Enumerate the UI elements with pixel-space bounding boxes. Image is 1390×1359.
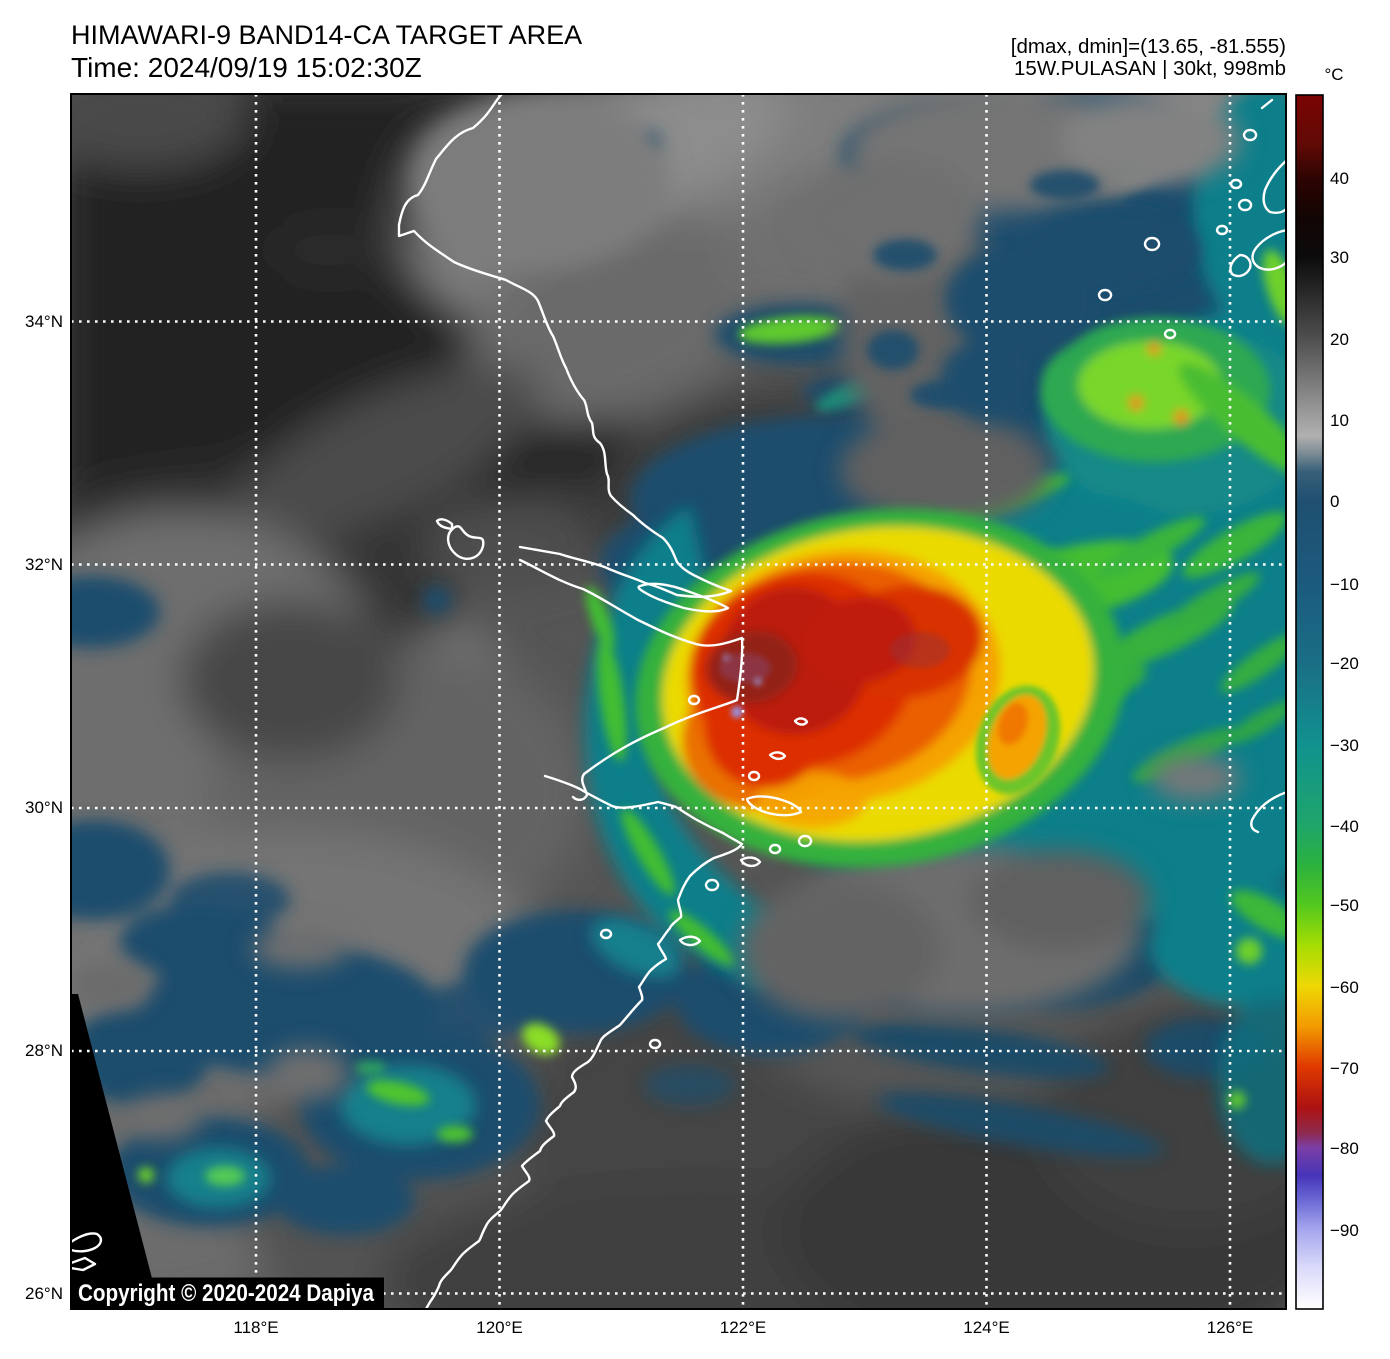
svg-text:10: 10 [1330, 411, 1349, 430]
svg-text:126°E: 126°E [1207, 1318, 1254, 1337]
svg-text:124°E: 124°E [963, 1318, 1010, 1337]
svg-text:−40: −40 [1330, 817, 1359, 836]
svg-text:−80: −80 [1330, 1139, 1359, 1158]
svg-text:30: 30 [1330, 248, 1349, 267]
svg-text:−10: −10 [1330, 575, 1359, 594]
svg-text:120°E: 120°E [476, 1318, 523, 1337]
svg-text:−90: −90 [1330, 1221, 1359, 1240]
svg-text:20: 20 [1330, 330, 1349, 349]
svg-text:Copyright © 2020-2024 Dapiya: Copyright © 2020-2024 Dapiya [78, 1280, 375, 1307]
svg-text:°C: °C [1324, 65, 1343, 84]
svg-text:HIMAWARI-9 BAND14-CA TARGET AR: HIMAWARI-9 BAND14-CA TARGET AREA [71, 20, 582, 50]
svg-text:−30: −30 [1330, 736, 1359, 755]
svg-text:−20: −20 [1330, 654, 1359, 673]
svg-text:40: 40 [1330, 169, 1349, 188]
svg-text:30°N: 30°N [25, 798, 63, 817]
svg-text:Time: 2024/09/19 15:02:30Z: Time: 2024/09/19 15:02:30Z [71, 52, 422, 83]
svg-text:122°E: 122°E [720, 1318, 767, 1337]
svg-text:0: 0 [1330, 492, 1339, 511]
svg-text:−60: −60 [1330, 978, 1359, 997]
svg-text:28°N: 28°N [25, 1041, 63, 1060]
svg-text:34°N: 34°N [25, 312, 63, 331]
svg-text:26°N: 26°N [25, 1284, 63, 1303]
svg-text:−50: −50 [1330, 896, 1359, 915]
svg-text:15W.PULASAN | 30kt, 998mb: 15W.PULASAN | 30kt, 998mb [1014, 57, 1286, 80]
svg-text:118°E: 118°E [233, 1318, 278, 1337]
svg-text:[dmax, dmin]=(13.65, -81.555): [dmax, dmin]=(13.65, -81.555) [1011, 35, 1286, 58]
svg-text:−70: −70 [1330, 1059, 1359, 1078]
svg-text:32°N: 32°N [25, 555, 63, 574]
